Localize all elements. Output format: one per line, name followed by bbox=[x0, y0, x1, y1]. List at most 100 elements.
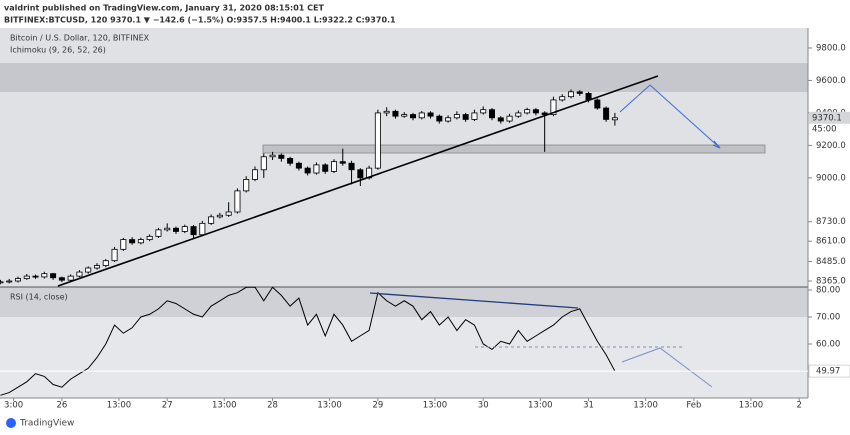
marks bbox=[0, 89, 618, 396]
last-value-box bbox=[808, 364, 850, 378]
y-tick-label: 8485.0 bbox=[816, 257, 846, 267]
candle-body bbox=[6, 280, 13, 283]
y-tick-label: 8610.0 bbox=[816, 237, 846, 247]
candle-body bbox=[409, 114, 416, 119]
candle-body bbox=[524, 109, 531, 114]
x-tick-label: 13:00 bbox=[107, 401, 132, 411]
candle-body bbox=[506, 115, 513, 122]
candle-body bbox=[14, 278, 21, 282]
candle-body bbox=[401, 114, 408, 117]
candle-body bbox=[137, 239, 144, 244]
x-tick-label: 27 bbox=[162, 401, 173, 411]
candle-body bbox=[427, 112, 434, 117]
candle-body bbox=[576, 91, 583, 94]
candle-body bbox=[611, 117, 618, 121]
candle-body bbox=[251, 169, 258, 180]
candle-body bbox=[0, 281, 4, 284]
candle-body bbox=[436, 115, 443, 122]
x-tick-label: 29 bbox=[372, 401, 383, 411]
candle-body bbox=[603, 107, 610, 120]
rsi-divergence-line bbox=[369, 292, 579, 309]
x-tick-label: 13:00 bbox=[633, 401, 658, 411]
rsi-title: RSI (14, close) bbox=[10, 293, 68, 302]
logo bbox=[6, 418, 16, 428]
candle-body bbox=[172, 227, 179, 232]
last-value-label: 49.97 bbox=[816, 367, 840, 377]
x-tick-label: 30 bbox=[478, 401, 489, 411]
candle-body bbox=[225, 211, 232, 216]
last-price-box bbox=[809, 111, 850, 124]
y-tick-label: 8365.0 bbox=[816, 276, 846, 286]
x-tick-label: 26 bbox=[56, 401, 67, 411]
candle-body bbox=[41, 273, 48, 278]
trend-line bbox=[57, 75, 659, 287]
candle-body bbox=[418, 112, 425, 119]
candle-body bbox=[155, 229, 162, 237]
candle-body bbox=[304, 167, 311, 174]
candle-body bbox=[532, 109, 539, 114]
arrow-head bbox=[712, 140, 721, 149]
candle-body bbox=[480, 109, 487, 114]
y-tick-label: 70.00 bbox=[816, 312, 840, 322]
rsi-panel bbox=[0, 317, 808, 398]
x-tick-label: 31 bbox=[583, 401, 594, 411]
candle-body bbox=[515, 112, 522, 117]
candle-body bbox=[357, 169, 364, 179]
candle-body bbox=[76, 271, 83, 277]
candle-body bbox=[594, 99, 601, 109]
publisher: valdrint published on TradingView.com, J… bbox=[4, 4, 324, 13]
y-tick-label: 8730.0 bbox=[816, 217, 846, 227]
indicator: Ichimoku (9, 26, 52, 26) bbox=[10, 46, 106, 55]
candle-body bbox=[339, 161, 346, 164]
y-tick-label: 9800.0 bbox=[816, 43, 846, 53]
candle-body bbox=[50, 273, 57, 279]
candle-body bbox=[567, 91, 574, 98]
candle-body bbox=[287, 157, 294, 164]
candle-body bbox=[559, 96, 566, 101]
candle-body bbox=[85, 267, 92, 273]
x-tick-label: 13:00 bbox=[739, 401, 764, 411]
y-tick-label: 9000.0 bbox=[816, 173, 846, 183]
candle-body bbox=[111, 248, 118, 262]
candle-body bbox=[23, 275, 30, 279]
candle-body bbox=[190, 226, 197, 236]
support-box bbox=[262, 144, 766, 154]
x-tick-label: 13:00 bbox=[317, 401, 342, 411]
ticker: BITFINEX:BTCUSD, 120 9370.1 ▼ −142.6 (−1… bbox=[4, 16, 396, 25]
x-tick-label: 13:00 bbox=[423, 401, 448, 411]
candle-body bbox=[488, 109, 495, 119]
candle-body bbox=[322, 164, 329, 172]
rsi-line bbox=[0, 286, 616, 396]
y-tick-label: 9200.0 bbox=[816, 141, 846, 151]
brand: TradingView bbox=[19, 419, 74, 429]
candle-body bbox=[120, 239, 127, 250]
countdown: 45:00 bbox=[812, 124, 837, 134]
candle-body bbox=[445, 117, 452, 122]
candle-body bbox=[58, 277, 65, 281]
candle-body bbox=[243, 179, 250, 192]
x-tick-label: 13:00 bbox=[212, 401, 237, 411]
candle-body bbox=[260, 156, 267, 171]
candle-body bbox=[374, 112, 381, 169]
rsi-overbought-zone bbox=[0, 287, 808, 317]
last-price-label: 9370.1 bbox=[812, 113, 842, 123]
candle-body bbox=[392, 110, 399, 117]
candle-body bbox=[278, 154, 285, 159]
candle-body bbox=[541, 112, 548, 115]
x-tick-label: Feb bbox=[686, 401, 701, 411]
candle-body bbox=[146, 235, 153, 240]
x-tick-label: 13:00 bbox=[528, 401, 553, 411]
candle-body bbox=[269, 154, 276, 158]
candle-body bbox=[67, 275, 74, 281]
y-tick-label: 80.00 bbox=[816, 285, 840, 295]
candle-body bbox=[295, 162, 302, 169]
candle-body bbox=[497, 117, 504, 122]
candle-body bbox=[208, 216, 215, 224]
candle-body bbox=[102, 260, 109, 266]
candle-body bbox=[93, 265, 100, 269]
candle-body bbox=[199, 222, 206, 236]
candle-body bbox=[181, 226, 188, 232]
candle-body bbox=[471, 112, 478, 120]
candle-body bbox=[330, 161, 337, 172]
